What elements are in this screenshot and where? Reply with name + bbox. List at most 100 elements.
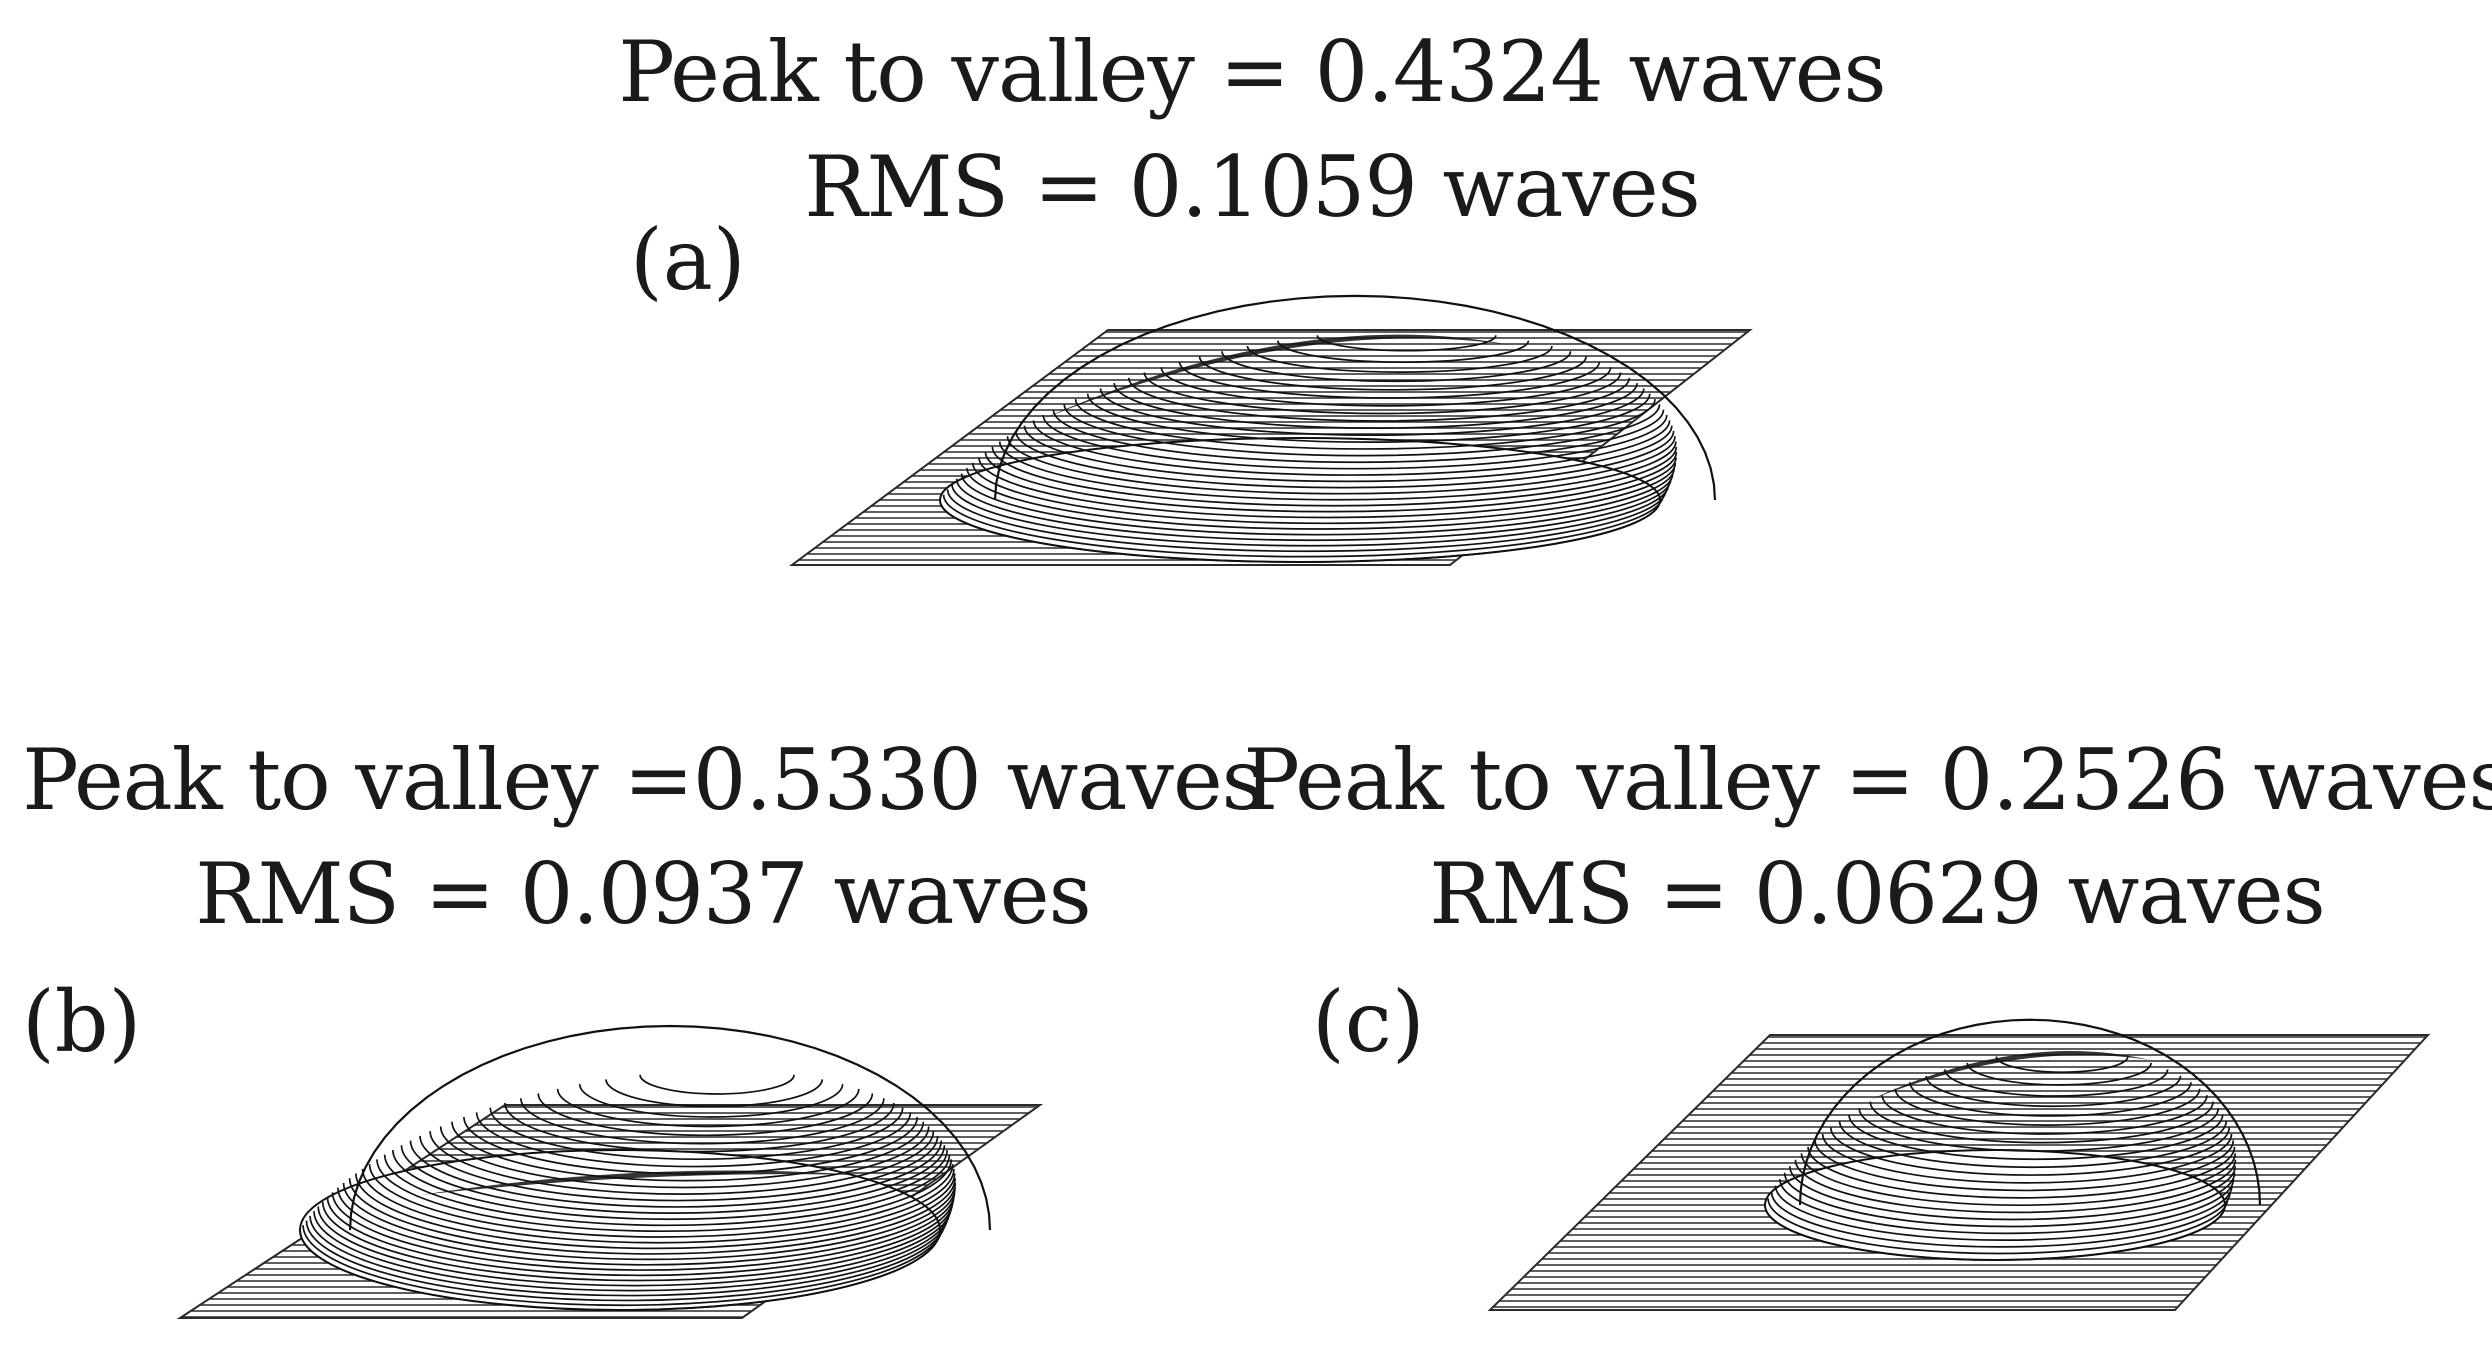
panel-b-dome-contour-line (419, 1135, 939, 1202)
panel-c-dome-contour-line (1838, 1121, 2228, 1168)
panel-b-dome-contour-line (504, 1102, 895, 1153)
panel-a-dome-contour-line (998, 441, 1677, 501)
panel-c-dome-contour-line (1869, 1101, 2214, 1144)
panel-c-dome-contour-line (1909, 1082, 2192, 1117)
panel-a-dome-contour-line (1023, 425, 1673, 482)
panel-a-dome-contour-line (1198, 356, 1587, 391)
panel-b-dome-contour-line (321, 1201, 954, 1282)
panel-a-dome-contour-line (1006, 436, 1676, 495)
panel-c-dome-contour-line (1995, 1056, 2129, 1074)
panel-b-dome-contour-line (537, 1093, 874, 1137)
panel-b-dome-contour-line (342, 1182, 957, 1261)
panel-c-dome-contour-line (1821, 1133, 2233, 1184)
panel-b-dome-shading-band (420, 1170, 860, 1195)
panel-b-dome-contour-line (439, 1126, 930, 1189)
panel-a-dome-contour-line (1143, 372, 1622, 415)
panel-a-dome-contour-line (1113, 383, 1638, 429)
panel-b-dome-contour-line (355, 1173, 956, 1250)
panel-a-dome-contour-line (1246, 345, 1553, 373)
panel-a-dome (939, 294, 1717, 563)
panel-a-dome-contour-line (951, 484, 1670, 547)
panel-a-dome-contour-line (1052, 409, 1665, 463)
panel-a-dome-contour-line (971, 462, 1677, 524)
panel-b-dome (299, 1024, 992, 1311)
panel-c-dome-contour-line (1764, 1204, 2226, 1261)
panel-c-dome (1764, 1018, 2262, 1261)
panel-c-dome-contour-line (1925, 1075, 2182, 1107)
panel-a-dome-contours (939, 335, 1678, 563)
panel-b-dome-contour-line (556, 1088, 860, 1128)
panel-c-dome-silhouette (1798, 1018, 2262, 1206)
panel-a-dome-contour-line (1086, 393, 1651, 443)
panel-c-dome-contour-line (1881, 1095, 2208, 1135)
panel-b-dome-contour-line (302, 1225, 944, 1306)
panel-a-dome-contour-line (1032, 420, 1671, 476)
panel-a-dome-contour-line (1127, 377, 1631, 422)
panel-a-dome-contour-line (1099, 388, 1645, 436)
panel-a-dome-contour-line (1074, 399, 1656, 450)
panel-b-dome-contour-line (331, 1192, 956, 1271)
panel-a-dome-silhouette (993, 294, 1717, 501)
panel-b-dome-contour-line (519, 1098, 885, 1145)
panel-c-dome-contour-line (1794, 1159, 2237, 1214)
panel-b-base-outline (176, 1104, 1044, 1319)
panel-a-label: (a) (630, 211, 746, 309)
panel-c-dome-contour-line (1894, 1088, 2201, 1126)
panel-c-peak-to-valley: Peak to valley = 0.2526 waves (1243, 731, 2492, 829)
panel-b-peak-to-valley: Peak to valley =0.5330 waves (22, 731, 1265, 829)
panel-c-dome-contour-line (1814, 1140, 2235, 1192)
panel-c-dome-contour-line (1944, 1069, 2169, 1097)
panel-b-dome-contour-line (400, 1145, 946, 1214)
panel-a-dome-contour-line (1160, 367, 1612, 407)
panel-c-dome-contour-line (1767, 1198, 2229, 1255)
panel-a-dome-contour-line (955, 478, 1672, 542)
panel-b-dome-contour-line (475, 1112, 912, 1168)
panel-b-dome-contour-line (489, 1107, 904, 1161)
panel-b-dome-contour-line (305, 1220, 947, 1302)
panel-b-dome-silhouette (348, 1024, 992, 1231)
panel-b-dome-contour-line (578, 1084, 844, 1118)
panel-b-dome-contour-line (429, 1131, 935, 1195)
panel-c-dome-contour-line (1858, 1108, 2220, 1152)
panel-b-dome-contour-line (451, 1121, 925, 1182)
panel-b-dome-contour-line (639, 1074, 795, 1095)
panel-c-dome-contour-line (1829, 1127, 2231, 1176)
panel-a-dome-contour-line (1178, 361, 1601, 399)
panel-b-dome-contour-line (317, 1206, 953, 1287)
panel-c-dome-contour-line (1807, 1146, 2236, 1199)
panel-b-dome-contours (299, 1074, 957, 1311)
panel-c-dome-shading-band (1870, 1051, 2150, 1100)
panel-b-surface-plot (176, 1024, 1044, 1319)
panel-a-dome-contour-line (946, 489, 1668, 553)
panel-c-dome-contours (1764, 1056, 2237, 1261)
panel-a-dome-contour-line (1042, 414, 1668, 470)
panel-c-dome-contour-line (1779, 1179, 2235, 1235)
panel-b-dome-contour-line (299, 1229, 941, 1311)
panel-b-label: (b) (22, 973, 142, 1071)
panel-a-rms: RMS = 0.1059 waves (804, 138, 1700, 236)
panel-a-peak-to-valley: Peak to valley = 0.4324 waves (618, 23, 1886, 121)
panel-a-base-outline (788, 329, 1753, 566)
panel-c-dome-contour-line (1774, 1185, 2233, 1242)
panel-a-surface-plot (788, 294, 1753, 566)
panel-a-dome-contour-line (1063, 404, 1661, 457)
panel-c-dome-contour-line (1788, 1166, 2237, 1221)
panel-b-dome-contour-line (605, 1079, 824, 1108)
panel-c-label: (c) (1312, 973, 1425, 1071)
panel-b-dome-contour-line (376, 1159, 953, 1232)
panel-b-dome-contour-line (383, 1154, 951, 1227)
panel-b-dome-contour-line (337, 1187, 956, 1266)
panel-b-dome-contour-line (409, 1140, 943, 1208)
panel-a-dome-contour-line (1014, 430, 1675, 489)
panel-a-dome-contour-line (1221, 351, 1572, 382)
panel-c-dome-contour-line (1800, 1153, 2237, 1206)
panel-c-base-outline (1487, 1034, 2431, 1311)
panel-c-dome-contour-line (1848, 1114, 2224, 1161)
panel-b-rms: RMS = 0.0937 waves (195, 845, 1091, 943)
panel-b-dome-contour-line (392, 1149, 948, 1221)
panel-a-dome-contour-line (960, 473, 1674, 536)
panel-c-dome-contour-line (1770, 1192, 2231, 1248)
panel-a-dome-shading-band (1040, 334, 1510, 420)
panel-a-dome-contour-line (991, 446, 1678, 507)
